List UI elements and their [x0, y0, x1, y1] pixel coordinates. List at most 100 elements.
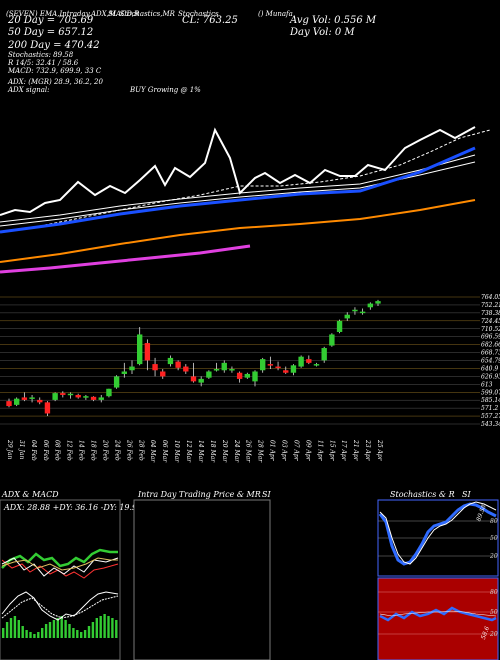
rsi-value: R 14/5: 32.41 / 58.6: [8, 59, 79, 67]
price-axis-label: 585.14: [481, 397, 500, 404]
header-sl: SL Stochastics,MR: [108, 10, 175, 18]
adx-plus-line: [1, 548, 118, 569]
macd-histogram-bar: [17, 620, 20, 638]
macd-histogram-bar: [60, 616, 63, 638]
candle-body-up: [13, 398, 20, 405]
intraday-frame: [133, 499, 271, 660]
stoch-d-line: [379, 501, 497, 565]
candlestick: [275, 361, 281, 371]
macd-histogram-bar: [44, 624, 48, 638]
macd-histogram-bar: [21, 626, 24, 638]
sma20-line: [0, 126, 476, 216]
stoch-k-line: [378, 502, 497, 566]
date-axis-label: 12 Feb: [66, 440, 73, 461]
rsi-tick-50: 50: [490, 609, 498, 616]
candle-body-down: [152, 364, 158, 371]
candlestick: [83, 394, 89, 400]
candlestick: [144, 339, 151, 371]
sma200-label: 200 Day = 470.42: [8, 40, 100, 51]
moving-average-lines: [0, 126, 491, 274]
candle-body-up: [313, 364, 320, 366]
adx-macd-title: ADX & MACD: [1, 490, 59, 499]
stoch-si: SI: [462, 490, 471, 499]
ema-orange-line: [0, 199, 476, 263]
macd-histogram-bar: [87, 626, 91, 638]
date-axis-label: 14 Mar: [197, 440, 204, 463]
candlestick: [252, 370, 258, 387]
date-axis-label: 14 Feb: [78, 440, 85, 461]
price-axis-label: 696.59: [481, 334, 500, 341]
candle-body-down: [183, 366, 189, 372]
macd-histogram-bar: [37, 632, 40, 638]
candle-body-up: [198, 378, 204, 383]
macd-histogram-bar: [41, 628, 44, 638]
date-axis-label: 20 Mar: [221, 439, 228, 463]
macd-histogram-bar: [80, 632, 83, 638]
candle-body-down: [60, 393, 66, 395]
macd-histogram-bar: [52, 620, 56, 638]
candle-body-down: [37, 399, 43, 403]
candle-body-down: [21, 397, 28, 400]
sma50-label: 50 Day = 657.12: [8, 27, 94, 38]
price-gridlines: [0, 296, 480, 425]
candlestick: [44, 401, 51, 416]
macd-histogram-bar: [33, 634, 36, 638]
candle-body-up: [206, 371, 212, 378]
adx-signal-label: ADX signal:: [8, 86, 50, 94]
sma20-label: 20 Day = 705.69: [8, 15, 94, 26]
price-axis-label: 640.9: [481, 365, 498, 372]
header-source: () Munafa: [258, 10, 293, 18]
header-ticker: (SEVEN) EMA,Intraday,ADX,MACD,R: [6, 10, 140, 18]
macd-line: [1, 591, 119, 621]
candlestick: [236, 371, 243, 383]
candlestick: [6, 398, 12, 408]
candle-body-up: [121, 371, 128, 374]
candlestick: [67, 392, 74, 399]
candlestick: [313, 362, 320, 367]
candle-body-up: [367, 303, 374, 308]
candlestick: [259, 357, 266, 373]
candle-body-up: [359, 311, 366, 314]
candlestick: [221, 360, 227, 373]
date-axis-label: 18 Feb: [90, 440, 97, 461]
candlestick: [306, 355, 312, 365]
macd-histogram-bar: [13, 616, 17, 638]
macd-histogram-bar: [76, 630, 79, 638]
stoch-title: Stochastics & R: [390, 490, 455, 499]
rsi-white-line: [379, 610, 497, 617]
candlestick: [29, 394, 35, 403]
candle-body-down: [160, 371, 166, 377]
candle-body-up: [259, 359, 266, 371]
adx-yellow-line: [1, 557, 118, 571]
macd-histogram-bar: [5, 622, 9, 638]
macd-value: MACD: 732.9, 699.9, 33 C: [8, 67, 102, 75]
intraday-title: Intra Day Trading Price & MR: [137, 490, 261, 499]
candle-body-down: [190, 376, 197, 382]
date-axis-label: 28 Feb: [137, 439, 144, 461]
candlestick: [329, 333, 335, 347]
candlestick: [167, 355, 174, 367]
candle-body-down: [283, 370, 289, 373]
date-axis-label: 15 Apr: [328, 440, 335, 462]
candlestick: [190, 362, 197, 383]
macd-histogram-bar: [95, 618, 98, 638]
candlestick: [13, 397, 20, 407]
candle-body-up: [52, 393, 58, 400]
candlestick: [98, 394, 104, 403]
candlestick: [367, 302, 374, 310]
candle-body-up: [344, 314, 350, 319]
lower-indicator-panels: ADX & MACD ADX: 28.88 +DY: 36.16 -DY: 19…: [0, 490, 499, 660]
stoch-tick-50: 50: [490, 535, 498, 542]
price-axis-labels: 764.05752.21738.38724.45710.52696.59682.…: [481, 294, 500, 428]
candle-body-down: [275, 366, 281, 369]
date-axis-label: 03 Apr: [281, 440, 288, 462]
date-axis-label: 28 Mar: [257, 439, 264, 463]
macd-histogram-bar: [56, 618, 59, 638]
candlestick: [344, 312, 350, 321]
macd-histogram: [2, 614, 118, 638]
intraday-si: SI: [262, 490, 271, 499]
candle-body-up: [167, 357, 174, 365]
macd-signal-line: [1, 595, 119, 619]
adx-line-1: ADX: (MGR) 28.9, 36.2, 20: [8, 78, 103, 86]
adx-main-line: [1, 557, 119, 577]
